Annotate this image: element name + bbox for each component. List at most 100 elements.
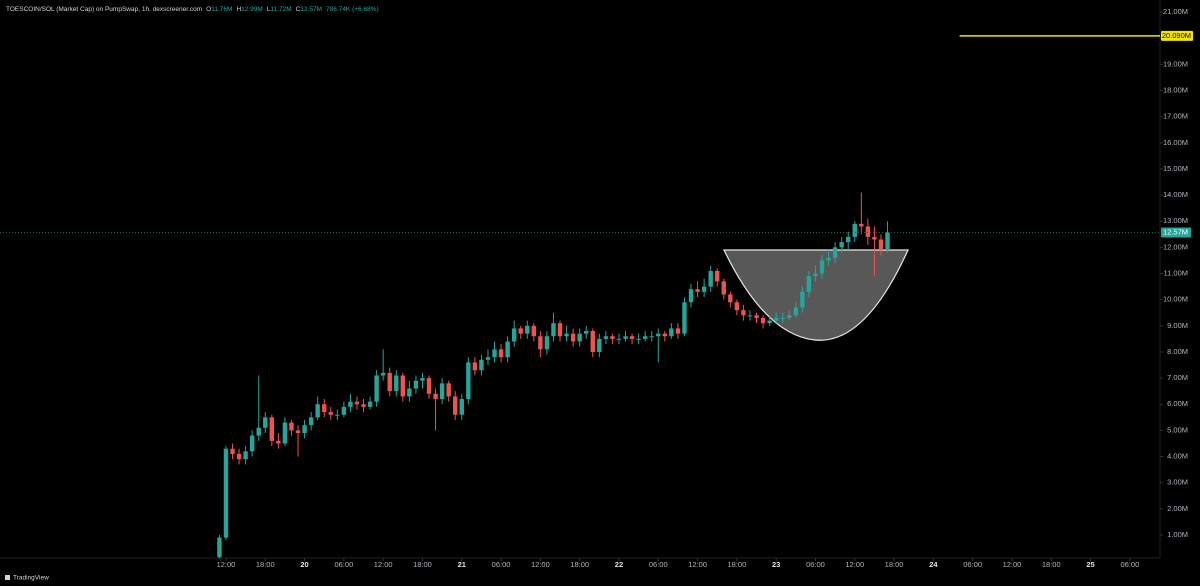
candle-body bbox=[701, 286, 707, 292]
candle-body bbox=[590, 331, 595, 352]
x-tick-label: 06:00 bbox=[334, 560, 353, 569]
candle-body bbox=[715, 270, 720, 282]
candle-body bbox=[767, 320, 772, 324]
y-tick-label: 4.00M bbox=[1167, 452, 1188, 461]
candle-body bbox=[839, 242, 844, 248]
candle-body bbox=[629, 336, 635, 339]
candle-body bbox=[551, 323, 556, 337]
candle-body bbox=[649, 336, 654, 338]
candle-body bbox=[492, 349, 497, 358]
candle-body bbox=[426, 378, 432, 394]
y-tick-label: 8.00M bbox=[1167, 347, 1188, 356]
candle-body bbox=[721, 281, 726, 295]
candle-body bbox=[819, 260, 825, 274]
header-title: TOESCOIN/SOL (Market Cap) on PumpSwap, 1… bbox=[6, 6, 202, 13]
candle-body bbox=[832, 247, 838, 258]
y-tick-label: 9.00M bbox=[1167, 321, 1188, 330]
candle-body bbox=[361, 404, 366, 407]
ohlc-value: 11.72M bbox=[270, 6, 291, 13]
candle-body bbox=[597, 338, 602, 352]
candle-body bbox=[656, 333, 661, 337]
candle-body bbox=[675, 328, 681, 334]
candle-body bbox=[374, 375, 379, 402]
ohlc-value: 11.76M bbox=[211, 6, 232, 13]
tv-logo bbox=[5, 575, 10, 580]
candle-body bbox=[407, 388, 412, 397]
candle-body bbox=[308, 417, 314, 426]
last-price-box bbox=[1161, 227, 1191, 238]
candle-body bbox=[787, 315, 792, 318]
candle-body bbox=[276, 440, 281, 444]
candle-body bbox=[479, 359, 484, 371]
y-tick-label: 13.00M bbox=[1163, 216, 1188, 225]
candle-body bbox=[446, 383, 451, 397]
candle-body bbox=[642, 336, 648, 339]
candle-body bbox=[322, 404, 327, 413]
candle-body bbox=[708, 270, 713, 287]
last-price-label: 12.57M bbox=[1163, 227, 1188, 236]
x-tick-label: 12:00 bbox=[1003, 560, 1022, 569]
candle-body bbox=[584, 331, 589, 334]
x-tick-label: 18:00 bbox=[885, 560, 904, 569]
ohlc-value: 12.99M bbox=[241, 6, 263, 13]
candle-body bbox=[852, 223, 857, 237]
y-tick-label: 1.00M bbox=[1167, 530, 1188, 539]
y-tick-label: 5.00M bbox=[1167, 425, 1188, 434]
candle-body bbox=[846, 236, 851, 243]
candle-body bbox=[570, 333, 576, 342]
horizontal-line-box bbox=[1161, 30, 1193, 41]
candle-body bbox=[328, 412, 333, 415]
candle-body bbox=[610, 336, 615, 339]
candle-body bbox=[341, 406, 347, 415]
x-tick-label: 06:00 bbox=[649, 560, 668, 569]
candle-body bbox=[453, 396, 458, 415]
ohlc-key: C bbox=[296, 6, 301, 13]
candle-body bbox=[394, 375, 399, 392]
candle-body bbox=[269, 417, 275, 441]
candle-body bbox=[662, 333, 668, 337]
x-tick-label: 23 bbox=[772, 560, 780, 569]
x-tick-label: 20 bbox=[300, 560, 308, 569]
candle-body bbox=[793, 307, 799, 316]
candle-body bbox=[859, 223, 864, 227]
x-tick-label: 06:00 bbox=[963, 560, 982, 569]
candle-body bbox=[754, 315, 759, 318]
candle-body bbox=[734, 302, 740, 311]
candle-body bbox=[872, 236, 877, 240]
y-tick-label: 11.00M bbox=[1164, 268, 1188, 277]
candle-body bbox=[223, 448, 229, 538]
candles bbox=[217, 192, 890, 559]
y-tick-label: 15.00M bbox=[1163, 164, 1188, 173]
candle-body bbox=[682, 302, 687, 334]
candle-body bbox=[256, 427, 261, 436]
candle-body bbox=[387, 372, 392, 392]
candle-body bbox=[505, 341, 510, 358]
candle-body bbox=[348, 401, 353, 407]
y-tick-label: 6.00M bbox=[1167, 399, 1188, 408]
candle-body bbox=[577, 333, 582, 342]
candle-body bbox=[826, 257, 831, 261]
y-tick-label: 14.00M bbox=[1163, 190, 1188, 199]
x-tick-label: 18:00 bbox=[413, 560, 432, 569]
candle-body bbox=[315, 404, 320, 418]
x-tick-label: 21 bbox=[458, 560, 466, 569]
y-tick-label: 3.00M bbox=[1167, 478, 1188, 487]
candle-body bbox=[295, 430, 301, 434]
chart-header: TOESCOIN/SOL (Market Cap) on PumpSwap, 1… bbox=[6, 6, 379, 13]
candle-body bbox=[538, 336, 543, 350]
x-tick-label: 12:00 bbox=[531, 560, 550, 569]
candle-body bbox=[623, 336, 628, 339]
candle-body bbox=[282, 422, 288, 444]
ohlc-key: L bbox=[267, 6, 271, 13]
candle-body bbox=[557, 323, 563, 337]
x-tick-label: 06:00 bbox=[1120, 560, 1139, 569]
candle-body bbox=[518, 328, 523, 334]
candle-body bbox=[511, 328, 517, 342]
x-tick-label: 06:00 bbox=[806, 560, 825, 569]
candle-body bbox=[865, 226, 871, 237]
candle-body bbox=[741, 310, 746, 316]
candle-body bbox=[780, 317, 785, 319]
y-tick-label: 7.00M bbox=[1167, 373, 1188, 382]
